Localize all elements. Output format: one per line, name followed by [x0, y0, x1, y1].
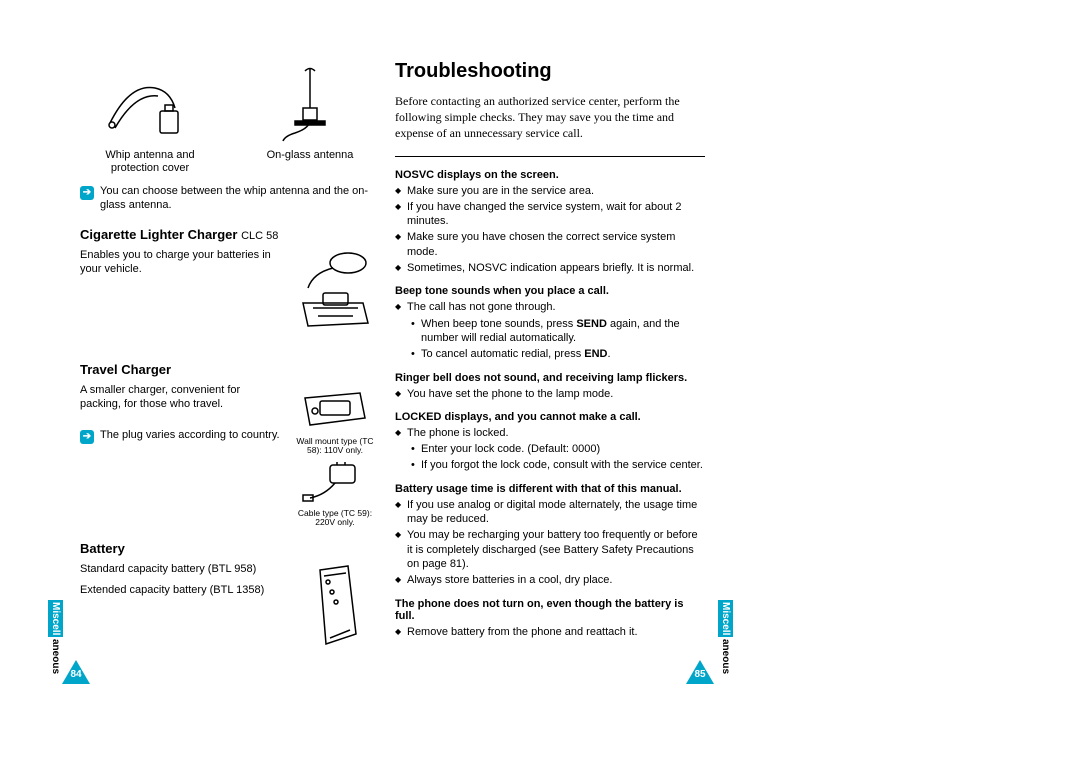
glass-antenna-image: [240, 60, 380, 145]
clc-heading: Cigarette Lighter Charger CLC 58: [80, 227, 380, 242]
s5-3: Always store batteries in a cool, dry pl…: [395, 573, 705, 587]
left-page: Whip antenna and protection cover On-gla…: [80, 60, 380, 666]
whip-antenna-image: [80, 60, 220, 145]
s5-2: You may be recharging your battery too f…: [395, 528, 705, 571]
s2-1b: To cancel automatic redial, press END.: [395, 347, 705, 361]
s5-1: If you use analog or digital mode altern…: [395, 498, 705, 527]
tab-part1-r: Miscell: [718, 600, 733, 637]
page-number-left: 84: [62, 660, 90, 686]
s6-list: Remove battery from the phone and reatta…: [395, 625, 705, 639]
tab-part2-l: aneous: [48, 637, 63, 676]
clc-row: Enables you to charge your batteries in …: [80, 248, 380, 348]
travel-images: Wall mount type (TC 58): 110V only. Cabl…: [290, 383, 380, 527]
s3-list: You have set the phone to the lamp mode.: [395, 387, 705, 401]
clc-model: CLC 58: [241, 230, 278, 242]
antenna-note-text: You can choose between the whip antenna …: [100, 185, 380, 213]
s2-list: The call has not gone through. When beep…: [395, 300, 705, 361]
clc-text: Enables you to charge your batteries in …: [80, 248, 280, 348]
tab-part1-l: Miscell: [48, 600, 63, 637]
s5-list: If you use analog or digital mode altern…: [395, 498, 705, 588]
s6-1: Remove battery from the phone and reatta…: [395, 625, 705, 639]
s1-2: If you have changed the service system, …: [395, 200, 705, 229]
s3-heading: Ringer bell does not sound, and receivin…: [395, 372, 705, 384]
s2-1: The call has not gone through.: [395, 300, 705, 314]
s1-list: Make sure you are in the service area. I…: [395, 184, 705, 276]
battery-text-col: Standard capacity battery (BTL 958) Exte…: [80, 562, 280, 652]
s4-1a: Enter your lock code. (Default: 0000): [395, 442, 705, 456]
s4-list: The phone is locked. Enter your lock cod…: [395, 426, 705, 473]
battery-line2: Extended capacity battery (BTL 1358): [80, 583, 280, 597]
right-side-tab: Miscellaneous: [720, 600, 731, 676]
s2-heading: Beep tone sounds when you place a call.: [395, 285, 705, 297]
glass-antenna-item: On-glass antenna: [240, 60, 380, 175]
intro-text: Before contacting an authorized service …: [395, 93, 705, 142]
s2-1a: When beep tone sounds, press SEND again,…: [395, 317, 705, 346]
travel-row: A smaller charger, convenient for packin…: [80, 383, 380, 527]
clc-image: [290, 248, 380, 348]
s1-4: Sometimes, NOSVC indication appears brie…: [395, 261, 705, 275]
travel-col: A smaller charger, convenient for packin…: [80, 383, 280, 527]
battery-line1: Standard capacity battery (BTL 958): [80, 562, 280, 576]
left-side-tab: Miscellaneous: [50, 600, 61, 676]
s1-heading: NOSVC displays on the screen.: [395, 169, 705, 181]
s3-1: You have set the phone to the lamp mode.: [395, 387, 705, 401]
s6-heading: The phone does not turn on, even though …: [395, 598, 705, 622]
travel-text: A smaller charger, convenient for packin…: [80, 383, 280, 412]
whip-antenna-item: Whip antenna and protection cover: [80, 60, 220, 175]
troubleshooting-title: Troubleshooting: [395, 60, 705, 83]
tab-part2-r: aneous: [718, 637, 733, 676]
s4-1b: If you forgot the lock code, consult wit…: [395, 458, 705, 472]
antenna-row: Whip antenna and protection cover On-gla…: [80, 60, 380, 175]
divider: [395, 156, 705, 157]
whip-caption: Whip antenna and protection cover: [80, 149, 220, 175]
page-number-right: 85: [686, 660, 714, 686]
travel-heading: Travel Charger: [80, 362, 380, 377]
note-icon: ➔: [80, 186, 94, 200]
wall-caption: Wall mount type (TC 58): 110V only.: [290, 437, 380, 456]
clc-title: Cigarette Lighter Charger: [80, 227, 237, 242]
travel-note: ➔ The plug varies according to country.: [80, 429, 280, 444]
s4-heading: LOCKED displays, and you cannot make a c…: [395, 411, 705, 423]
battery-heading: Battery: [80, 541, 380, 556]
s5-heading: Battery usage time is different with tha…: [395, 483, 705, 495]
s1-3: Make sure you have chosen the correct se…: [395, 230, 705, 259]
pn-right: 85: [692, 669, 708, 680]
battery-image: [290, 562, 380, 652]
right-page: Troubleshooting Before contacting an aut…: [395, 60, 705, 641]
pn-left: 84: [68, 669, 84, 680]
battery-row: Standard capacity battery (BTL 958) Exte…: [80, 562, 380, 652]
s1-1: Make sure you are in the service area.: [395, 184, 705, 198]
cable-caption: Cable type (TC 59): 220V only.: [290, 509, 380, 528]
s4-1: The phone is locked.: [395, 426, 705, 440]
antenna-note: ➔ You can choose between the whip antenn…: [80, 185, 380, 213]
travel-note-text: The plug varies according to country.: [100, 429, 280, 443]
note-icon: ➔: [80, 430, 94, 444]
glass-caption: On-glass antenna: [240, 149, 380, 162]
